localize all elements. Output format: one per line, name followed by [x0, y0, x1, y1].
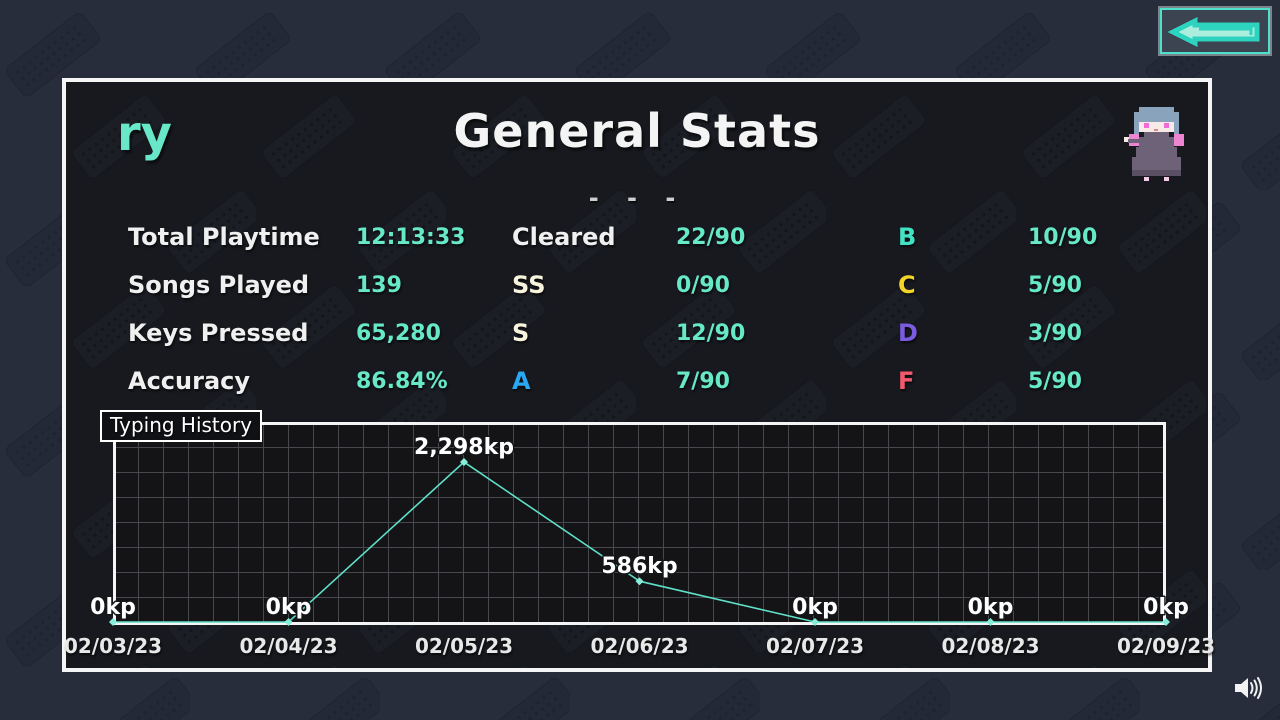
stat-row: B 10/90: [898, 213, 1097, 261]
stat-value: 139: [356, 272, 402, 298]
stat-value: 10/90: [1028, 224, 1098, 250]
stat-value: 5/90: [1028, 272, 1082, 298]
stats-column-clears: Cleared 22/90 SS 0/90 S 12/90 A 7/90: [512, 213, 745, 405]
stat-value: 0/90: [676, 272, 730, 298]
x-tick-label: 02/08/23: [941, 634, 1040, 658]
stats-column-general: Total Playtime 12:13:33 Songs Played 139 K…: [128, 213, 465, 405]
stat-label: Accuracy: [128, 367, 251, 395]
speaker-icon: [1235, 677, 1262, 699]
x-tick-label: 02/03/23: [63, 634, 163, 658]
point-label: 0kp: [1143, 595, 1189, 620]
x-tick-label: 02/06/23: [590, 634, 689, 658]
stat-value: 5/90: [1028, 368, 1082, 394]
stat-value: 86.84%: [356, 368, 448, 394]
grade-label-b: B: [898, 223, 917, 251]
stat-value: 3/90: [1028, 320, 1082, 346]
point-label: 0kp: [792, 595, 838, 620]
stat-row: SS 0/90: [512, 261, 745, 309]
grade-label-f: F: [898, 367, 915, 395]
back-arrow-icon: [1167, 16, 1260, 48]
stat-value: 12:13:33: [356, 224, 466, 250]
stat-row: D 3/90: [898, 309, 1097, 357]
stat-value: 65,280: [356, 320, 441, 346]
stat-value: 12/90: [676, 320, 746, 346]
stat-label: Keys Pressed: [128, 319, 309, 347]
page-title: General Stats: [453, 104, 821, 158]
grade-label-a: A: [512, 367, 531, 395]
point-label: 0kp: [90, 595, 136, 620]
stat-row: S 12/90: [512, 309, 745, 357]
general-stats-panel: ry General Stats - - - Tot: [62, 78, 1215, 672]
stat-label: Cleared: [512, 223, 616, 251]
stat-row: C 5/90: [898, 261, 1097, 309]
stat-value: 7/90: [676, 368, 730, 394]
chart-title: Typing History: [100, 410, 263, 442]
character-sprite: [1124, 107, 1184, 181]
typing-history-plot-svg: 0kp 0kp 2,298kp 586kp 0kp 0kp 0kp: [89, 422, 1190, 626]
typing-history-chart: 0kp 0kp 2,298kp 586kp 0kp 0kp 0kp: [89, 422, 1190, 626]
player-name: ry: [117, 106, 172, 162]
point-label: 586kp: [601, 554, 677, 579]
grade-label-d: D: [898, 319, 918, 347]
x-tick-label: 02/04/23: [239, 634, 338, 658]
stat-row: Songs Played 139: [128, 261, 465, 309]
stat-row: F 5/90: [898, 357, 1097, 405]
grade-label-s: S: [512, 319, 530, 347]
stat-row: A 7/90: [512, 357, 745, 405]
stat-label: Total Playtime: [128, 223, 320, 251]
stats-column-grades: B 10/90 C 5/90 D 3/90 F 5/90: [898, 213, 1097, 405]
x-axis-labels: 02/03/23 02/04/23 02/05/23 02/06/23 02/07/23…: [64, 634, 1215, 664]
stat-value: 22/90: [676, 224, 746, 250]
stat-row: Accuracy 86.84%: [128, 357, 465, 405]
volume-button[interactable]: [1230, 672, 1266, 704]
x-tick-label: 02/07/23: [765, 634, 865, 658]
back-button[interactable]: [1160, 8, 1270, 54]
point-label: 2,298kp: [414, 435, 514, 460]
grade-label-ss: SS: [512, 271, 546, 299]
x-tick-label: 02/09/23: [1116, 634, 1216, 658]
title-divider: - - -: [588, 184, 686, 212]
stat-row: Cleared 22/90: [512, 213, 745, 261]
stat-row: Total Playtime 12:13:33: [128, 213, 465, 261]
point-label: 0kp: [968, 595, 1014, 620]
stat-row: Keys Pressed 65,280: [128, 309, 465, 357]
x-tick-label: 02/05/23: [414, 634, 514, 658]
stat-label: Songs Played: [128, 271, 310, 299]
point-label: 0kp: [266, 595, 312, 620]
grade-label-c: C: [898, 271, 916, 299]
